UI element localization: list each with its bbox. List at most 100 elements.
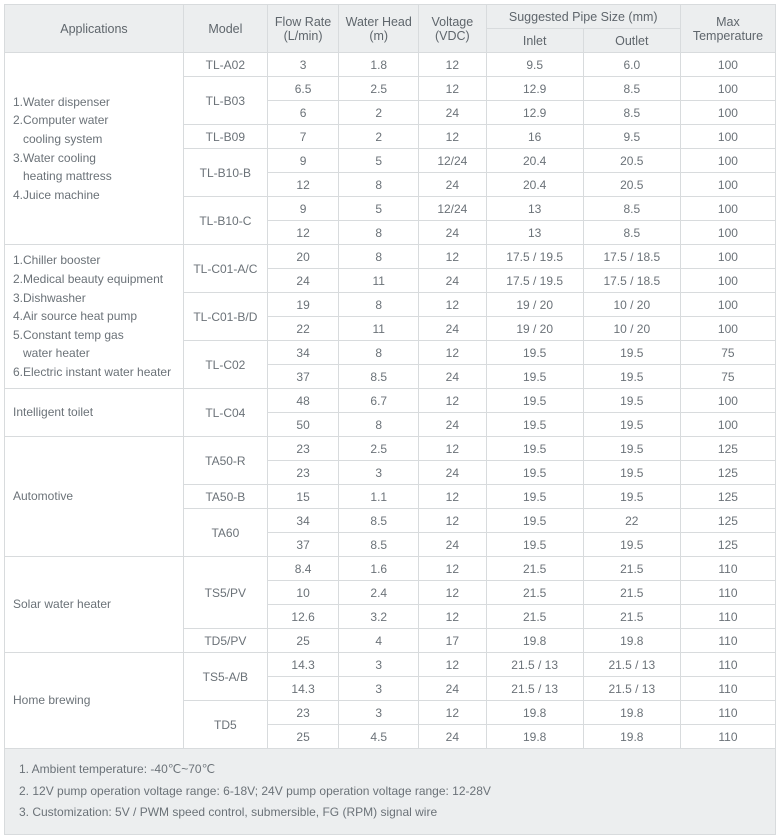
water-head-cell: 3 bbox=[339, 461, 419, 485]
water-head-cell: 8 bbox=[339, 413, 419, 437]
inlet-cell: 20.4 bbox=[486, 173, 583, 197]
model-cell: TL-B03 bbox=[183, 77, 267, 125]
inlet-cell: 13 bbox=[486, 197, 583, 221]
outlet-cell: 8.5 bbox=[583, 77, 680, 101]
inlet-cell: 12.9 bbox=[486, 101, 583, 125]
outlet-cell: 17.5 / 18.5 bbox=[583, 245, 680, 269]
outlet-cell: 19.5 bbox=[583, 341, 680, 365]
water-head-cell: 8.5 bbox=[339, 509, 419, 533]
model-cell: TL-C01-A/C bbox=[183, 245, 267, 293]
inlet-cell: 20.4 bbox=[486, 149, 583, 173]
outlet-cell: 19.5 bbox=[583, 413, 680, 437]
flow-rate-cell: 23 bbox=[267, 461, 339, 485]
flow-rate-cell: 12 bbox=[267, 173, 339, 197]
max-temp-cell: 100 bbox=[680, 389, 775, 413]
inlet-cell: 12.9 bbox=[486, 77, 583, 101]
table-row: Intelligent toiletTL-C04486.71219.519.51… bbox=[5, 389, 776, 413]
outlet-cell: 8.5 bbox=[583, 221, 680, 245]
table-header: Applications Model Flow Rate (L/min) Wat… bbox=[5, 5, 776, 53]
flow-rate-cell: 15 bbox=[267, 485, 339, 509]
max-temp-cell: 100 bbox=[680, 413, 775, 437]
water-head-cell: 8 bbox=[339, 293, 419, 317]
max-temp-cell: 110 bbox=[680, 653, 775, 677]
applications-cell: 1.Water dispenser2.Computer water coolin… bbox=[5, 53, 184, 245]
voltage-cell: 12 bbox=[419, 509, 486, 533]
water-head-cell: 1.1 bbox=[339, 485, 419, 509]
max-temp-cell: 100 bbox=[680, 149, 775, 173]
voltage-cell: 12 bbox=[419, 53, 486, 77]
model-cell: TL-A02 bbox=[183, 53, 267, 77]
inlet-cell: 19.8 bbox=[486, 629, 583, 653]
flow-rate-cell: 12 bbox=[267, 221, 339, 245]
spec-table: Applications Model Flow Rate (L/min) Wat… bbox=[4, 4, 776, 835]
voltage-cell: 12/24 bbox=[419, 149, 486, 173]
water-head-cell: 3 bbox=[339, 677, 419, 701]
inlet-cell: 16 bbox=[486, 125, 583, 149]
outlet-cell: 9.5 bbox=[583, 125, 680, 149]
voltage-cell: 12 bbox=[419, 485, 486, 509]
voltage-cell: 17 bbox=[419, 629, 486, 653]
outlet-cell: 19.5 bbox=[583, 389, 680, 413]
water-head-cell: 11 bbox=[339, 269, 419, 293]
inlet-cell: 19.5 bbox=[486, 389, 583, 413]
max-temp-cell: 100 bbox=[680, 197, 775, 221]
inlet-cell: 13 bbox=[486, 221, 583, 245]
water-head-cell: 4.5 bbox=[339, 725, 419, 749]
header-applications: Applications bbox=[5, 5, 184, 53]
max-temp-cell: 75 bbox=[680, 341, 775, 365]
inlet-cell: 19 / 20 bbox=[486, 293, 583, 317]
table-row: Home brewingTS5-A/B14.331221.5 / 1321.5 … bbox=[5, 653, 776, 677]
outlet-cell: 10 / 20 bbox=[583, 293, 680, 317]
flow-rate-cell: 10 bbox=[267, 581, 339, 605]
footer-notes: 1. Ambient temperature: -40℃~70℃2. 12V p… bbox=[5, 749, 776, 835]
table-body: 1.Water dispenser2.Computer water coolin… bbox=[5, 53, 776, 749]
outlet-cell: 20.5 bbox=[583, 173, 680, 197]
inlet-cell: 19.5 bbox=[486, 413, 583, 437]
flow-rate-cell: 25 bbox=[267, 629, 339, 653]
max-temp-cell: 100 bbox=[680, 221, 775, 245]
voltage-cell: 24 bbox=[419, 173, 486, 197]
applications-cell: Solar water heater bbox=[5, 557, 184, 653]
voltage-cell: 12 bbox=[419, 557, 486, 581]
max-temp-cell: 100 bbox=[680, 173, 775, 197]
flow-rate-cell: 6 bbox=[267, 101, 339, 125]
inlet-cell: 19.8 bbox=[486, 701, 583, 725]
model-cell: TD5 bbox=[183, 701, 267, 749]
max-temp-cell: 100 bbox=[680, 293, 775, 317]
max-temp-cell: 100 bbox=[680, 77, 775, 101]
inlet-cell: 19.5 bbox=[486, 485, 583, 509]
water-head-cell: 1.6 bbox=[339, 557, 419, 581]
model-cell: TS5-A/B bbox=[183, 653, 267, 701]
flow-rate-cell: 3 bbox=[267, 53, 339, 77]
voltage-cell: 24 bbox=[419, 101, 486, 125]
flow-rate-cell: 37 bbox=[267, 533, 339, 557]
flow-rate-cell: 23 bbox=[267, 701, 339, 725]
inlet-cell: 19.5 bbox=[486, 509, 583, 533]
max-temp-cell: 125 bbox=[680, 461, 775, 485]
voltage-cell: 24 bbox=[419, 533, 486, 557]
voltage-cell: 24 bbox=[419, 725, 486, 749]
outlet-cell: 21.5 / 13 bbox=[583, 653, 680, 677]
inlet-cell: 21.5 bbox=[486, 605, 583, 629]
outlet-cell: 21.5 bbox=[583, 605, 680, 629]
header-inlet: Inlet bbox=[486, 29, 583, 53]
max-temp-cell: 110 bbox=[680, 605, 775, 629]
max-temp-cell: 100 bbox=[680, 317, 775, 341]
outlet-cell: 6.0 bbox=[583, 53, 680, 77]
model-cell: TA50-R bbox=[183, 437, 267, 485]
outlet-cell: 20.5 bbox=[583, 149, 680, 173]
outlet-cell: 19.5 bbox=[583, 365, 680, 389]
flow-rate-cell: 37 bbox=[267, 365, 339, 389]
header-water-head: Water Head (m) bbox=[339, 5, 419, 53]
water-head-cell: 3.2 bbox=[339, 605, 419, 629]
max-temp-cell: 110 bbox=[680, 581, 775, 605]
water-head-cell: 2 bbox=[339, 125, 419, 149]
voltage-cell: 12 bbox=[419, 341, 486, 365]
water-head-cell: 8.5 bbox=[339, 365, 419, 389]
water-head-cell: 6.7 bbox=[339, 389, 419, 413]
water-head-cell: 5 bbox=[339, 149, 419, 173]
max-temp-cell: 75 bbox=[680, 365, 775, 389]
water-head-cell: 3 bbox=[339, 701, 419, 725]
table-row: 1.Water dispenser2.Computer water coolin… bbox=[5, 53, 776, 77]
inlet-cell: 19.5 bbox=[486, 365, 583, 389]
